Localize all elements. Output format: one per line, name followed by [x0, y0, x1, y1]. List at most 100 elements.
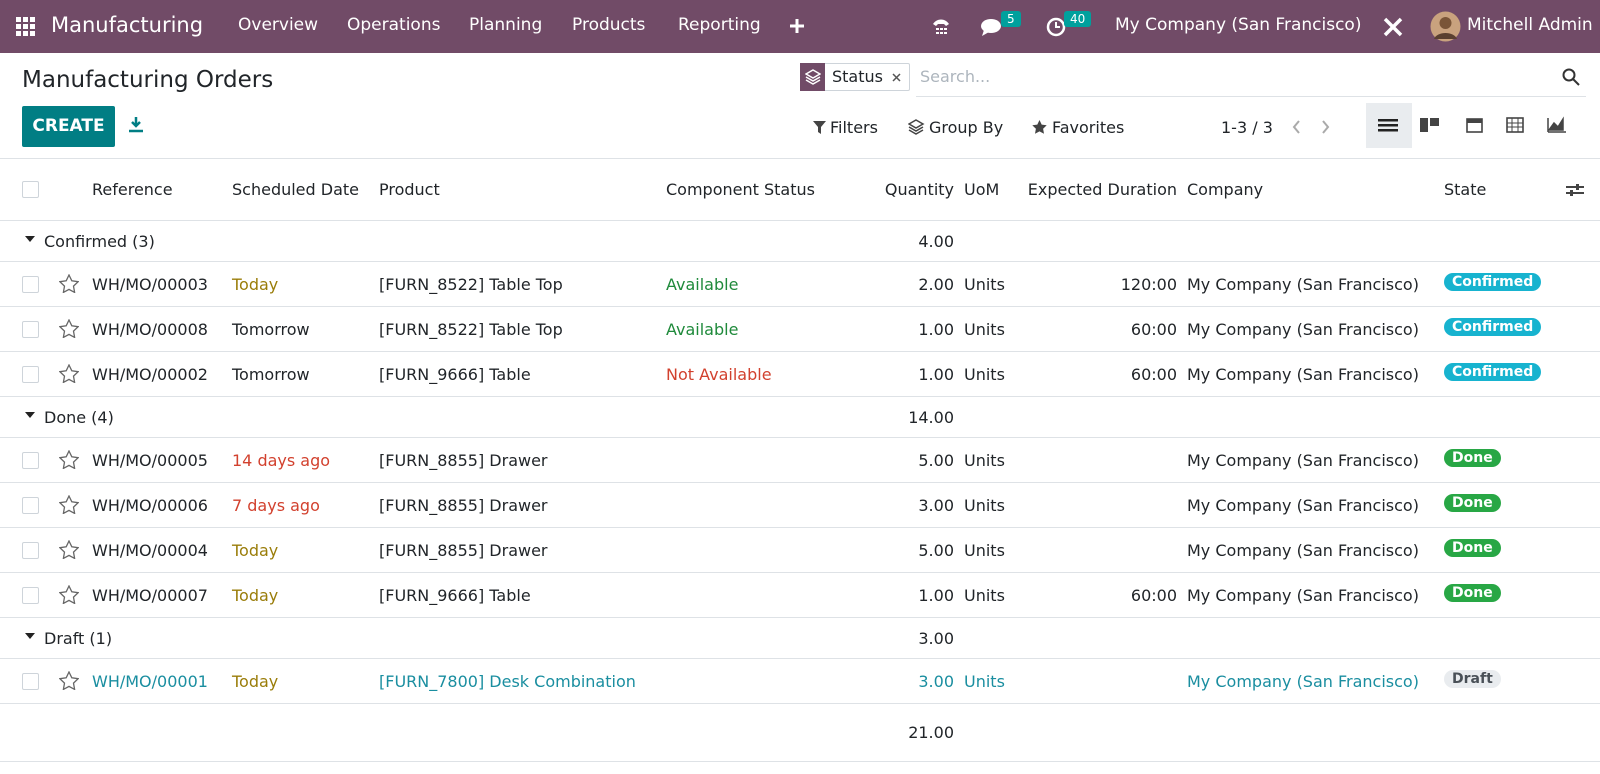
activity-icon[interactable] — [1046, 17, 1066, 37]
view-switcher[interactable] — [1378, 116, 1578, 134]
filter-icon — [813, 121, 826, 134]
phone-icon[interactable] — [931, 16, 951, 36]
favorite-star[interactable] — [59, 671, 79, 690]
favorite-star[interactable] — [59, 274, 79, 293]
group-label: Done (4) — [44, 408, 114, 427]
group-caret — [25, 236, 35, 242]
column-header[interactable]: Product — [379, 180, 440, 199]
favorite-star[interactable] — [59, 585, 79, 604]
product: [FURN_7800] Desk Combination — [379, 672, 636, 691]
favorite-star[interactable] — [59, 364, 79, 383]
export-icon[interactable] — [128, 116, 144, 133]
data-row[interactable]: WH/MO/00002 Tomorrow [FURN_9666] Table Not … — [0, 352, 1600, 397]
avatar[interactable] — [1430, 11, 1461, 42]
row-select[interactable] — [22, 673, 39, 690]
menu-item[interactable]: Planning — [469, 15, 543, 35]
state: Done — [1444, 494, 1501, 512]
row-select[interactable] — [22, 452, 39, 469]
control-panel: Manufacturing Orders CREATE Status Searc… — [0, 53, 1600, 159]
group-row[interactable]: Done (4) 14.00 — [0, 397, 1600, 438]
menu-item[interactable]: Operations — [347, 15, 441, 35]
data-row[interactable]: WH/MO/00003 Today [FURN_8522] Table Top Ava… — [0, 262, 1600, 307]
column-header[interactable]: Company — [1187, 180, 1264, 199]
quantity: 1.00 — [918, 586, 954, 605]
create-button[interactable]: CREATE — [22, 106, 115, 147]
add-icon[interactable] — [790, 19, 804, 33]
menu-item[interactable]: Overview — [238, 15, 319, 35]
group-row[interactable]: Confirmed (3) 4.00 — [0, 221, 1600, 262]
data-row[interactable]: WH/MO/00006 7 days ago [FURN_8855] Drawer 3… — [0, 483, 1600, 528]
row-select[interactable] — [22, 542, 39, 559]
company: My Company (San Francisco) — [1187, 365, 1419, 384]
column-header[interactable]: Reference — [92, 180, 173, 199]
state: Confirmed — [1444, 273, 1542, 291]
component-status: Available — [666, 320, 739, 339]
data-row[interactable]: WH/MO/00005 14 days ago [FURN_8855] Drawer… — [0, 438, 1600, 483]
row-select[interactable] — [22, 366, 39, 383]
column-header[interactable]: State — [1444, 180, 1487, 199]
search-icon[interactable] — [1562, 68, 1580, 86]
search-input[interactable]: Search... — [920, 67, 991, 86]
quantity: 5.00 — [918, 451, 954, 470]
layers-icon — [805, 69, 821, 85]
data-row[interactable]: WH/MO/00008 Tomorrow [FURN_8522] Table Top… — [0, 307, 1600, 352]
uom: Units — [964, 275, 1005, 294]
date: Tomorrow — [232, 365, 310, 384]
state: Done — [1444, 539, 1501, 557]
product: [FURN_8522] Table Top — [379, 275, 563, 294]
data-row[interactable]: WH/MO/00001 Today [FURN_7800] Desk Combina… — [0, 659, 1600, 704]
debug-icon[interactable] — [1382, 16, 1404, 38]
quantity: 2.00 — [918, 275, 954, 294]
row-select[interactable] — [22, 276, 39, 293]
column-header[interactable]: Expected Duration — [1027, 180, 1177, 199]
date: 7 days ago — [232, 496, 320, 515]
group-by-button[interactable]: Group By — [929, 118, 1004, 137]
company-switcher[interactable]: My Company (San Francisco) — [1115, 15, 1362, 35]
total-quantity: 21.00 — [908, 723, 954, 742]
messages-icon[interactable] — [980, 17, 1002, 37]
row-select[interactable] — [22, 321, 39, 338]
duration: 60:00 — [1130, 365, 1177, 384]
optional-columns[interactable] — [1566, 183, 1584, 197]
user-name[interactable]: Mitchell Admin — [1467, 15, 1593, 35]
filters-button[interactable]: Filters — [830, 118, 878, 137]
quantity: 5.00 — [918, 541, 954, 560]
uom: Units — [964, 672, 1005, 691]
reference: WH/MO/00008 — [92, 320, 208, 339]
row-select[interactable] — [22, 497, 39, 514]
column-header[interactable]: Quantity — [884, 180, 954, 199]
favorites-button[interactable]: Favorites — [1052, 118, 1125, 137]
state: Done — [1444, 449, 1501, 467]
group-quantity: 14.00 — [908, 408, 954, 427]
favorite-star[interactable] — [59, 495, 79, 514]
pager-arrows[interactable] — [1292, 120, 1332, 134]
favorite-star[interactable] — [59, 450, 79, 469]
quantity: 1.00 — [918, 320, 954, 339]
date: 14 days ago — [232, 451, 331, 470]
column-header[interactable]: Component Status — [666, 180, 815, 199]
favorite-star[interactable] — [59, 540, 79, 559]
favorite-star[interactable] — [59, 319, 79, 338]
reference: WH/MO/00001 — [92, 672, 208, 691]
select-all[interactable] — [22, 181, 39, 198]
app-name[interactable]: Manufacturing — [51, 13, 204, 37]
date: Today — [232, 541, 279, 560]
data-row[interactable]: WH/MO/00004 Today [FURN_8855] Drawer 5.00 Un… — [0, 528, 1600, 573]
facet-remove[interactable] — [892, 73, 901, 82]
column-header[interactable]: UoM — [964, 180, 1000, 199]
menu-item[interactable]: Products — [572, 15, 646, 35]
row-select[interactable] — [22, 587, 39, 604]
date: Today — [232, 586, 279, 605]
product: [FURN_8855] Drawer — [379, 451, 548, 470]
reference: WH/MO/00003 — [92, 275, 208, 294]
state: Confirmed — [1444, 363, 1542, 381]
apps-icon[interactable] — [16, 17, 35, 36]
group-row[interactable]: Draft (1) 3.00 — [0, 618, 1600, 659]
company: My Company (San Francisco) — [1187, 541, 1419, 560]
data-row[interactable]: WH/MO/00007 Today [FURN_9666] Table 1.00 Uni… — [0, 573, 1600, 618]
uom: Units — [964, 586, 1005, 605]
pager: 1-3 / 3 — [1221, 118, 1273, 137]
menu-item[interactable]: Reporting — [678, 15, 761, 35]
column-header[interactable]: Scheduled Date — [232, 180, 360, 199]
